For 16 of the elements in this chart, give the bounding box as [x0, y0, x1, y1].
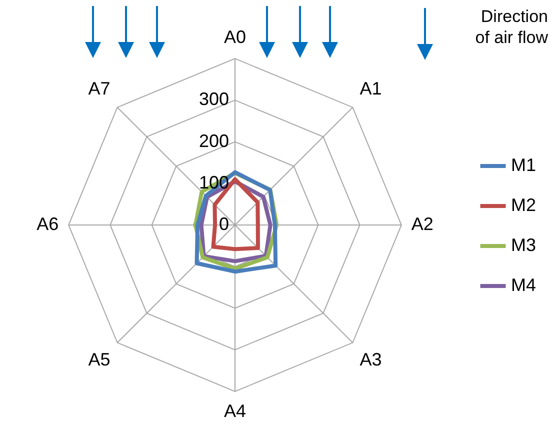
- spoke-label: A2: [411, 214, 434, 234]
- legend-label: M3: [510, 234, 536, 255]
- spoke-label: A1: [360, 78, 382, 98]
- spoke-label: A0: [224, 26, 246, 47]
- y-tick-label: 200: [198, 130, 229, 151]
- spoke-label: A6: [36, 214, 59, 234]
- spoke-label: A7: [88, 78, 110, 98]
- spoke-label: A4: [224, 401, 246, 422]
- legend-label: M1: [510, 154, 536, 175]
- text: Direction of air flow: [474, 6, 548, 48]
- legend-label: M2: [510, 194, 536, 215]
- y-tick-label: 300: [198, 89, 229, 110]
- y-tick-label: 0: [218, 214, 229, 234]
- spoke-label: A3: [360, 350, 382, 370]
- spoke-label: A5: [88, 350, 110, 370]
- legend-label: M4: [510, 274, 536, 295]
